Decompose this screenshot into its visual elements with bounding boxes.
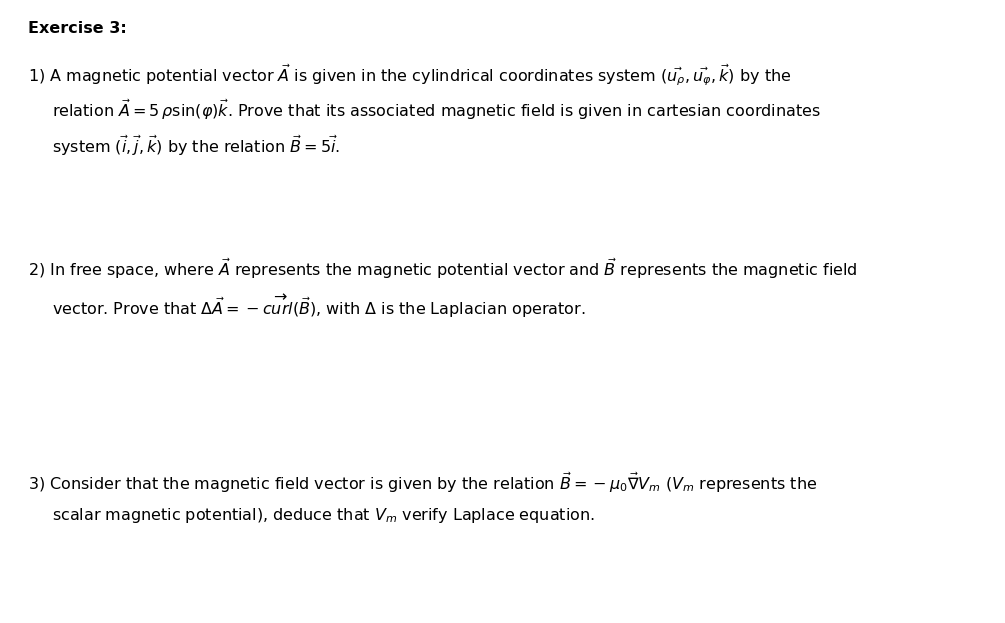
Text: 2) In free space, where $\vec{A}$ represents the magnetic potential vector and $: 2) In free space, where $\vec{A}$ repres… bbox=[28, 257, 857, 281]
Text: 1) A magnetic potential vector $\vec{A}$ is given in the cylindrical coordinates: 1) A magnetic potential vector $\vec{A}$… bbox=[28, 62, 792, 88]
Text: 3) Consider that the magnetic field vector is given by the relation $\vec{B}=-\m: 3) Consider that the magnetic field vect… bbox=[28, 470, 817, 495]
Text: relation $\vec{A}=5\,\rho\sin(\varphi)\vec{k}$. Prove that its associated magnet: relation $\vec{A}=5\,\rho\sin(\varphi)\v… bbox=[52, 98, 821, 122]
Text: system $(\vec{i},\vec{j},\vec{k})$ by the relation $\vec{B}=5\vec{i}$.: system $(\vec{i},\vec{j},\vec{k})$ by th… bbox=[52, 133, 341, 158]
Text: scalar magnetic potential), deduce that $V_m$ verify Laplace equation.: scalar magnetic potential), deduce that … bbox=[52, 506, 595, 525]
Text: vector. Prove that $\Delta\vec{A}=-\overrightarrow{\mathit{curl}}(\vec{B})$, wit: vector. Prove that $\Delta\vec{A}=-\over… bbox=[52, 292, 586, 320]
Text: Exercise 3:: Exercise 3: bbox=[28, 21, 127, 36]
